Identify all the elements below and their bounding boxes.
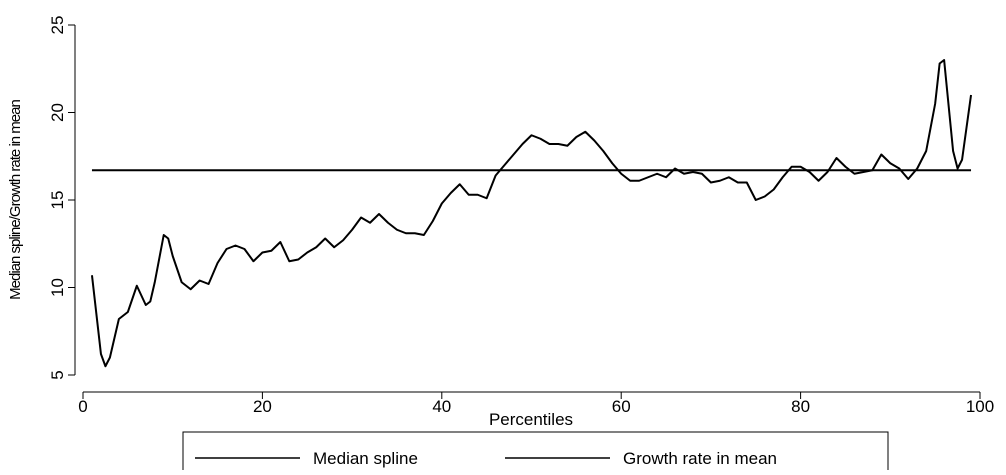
legend-label: Growth rate in mean [623, 449, 777, 468]
x-axis-title: Percentiles [489, 410, 573, 429]
y-tick-label: 15 [48, 191, 67, 210]
y-tick-label: 20 [48, 103, 67, 122]
y-tick-label: 25 [48, 16, 67, 35]
y-tick-label: 10 [48, 278, 67, 297]
x-tick-label: 60 [612, 397, 631, 416]
legend-box [182, 431, 889, 473]
line-series [90, 59, 973, 368]
legend-label: Median spline [313, 449, 418, 468]
x-tick-label: 40 [432, 397, 451, 416]
y-axis-title: Median spline/Growth rate in mean [7, 100, 24, 300]
x-tick-label: 80 [791, 397, 810, 416]
y-tick-label: 5 [48, 370, 67, 379]
x-tick-label: 100 [966, 397, 994, 416]
x-tick-label: 20 [253, 397, 272, 416]
x-tick-label: 0 [78, 397, 87, 416]
